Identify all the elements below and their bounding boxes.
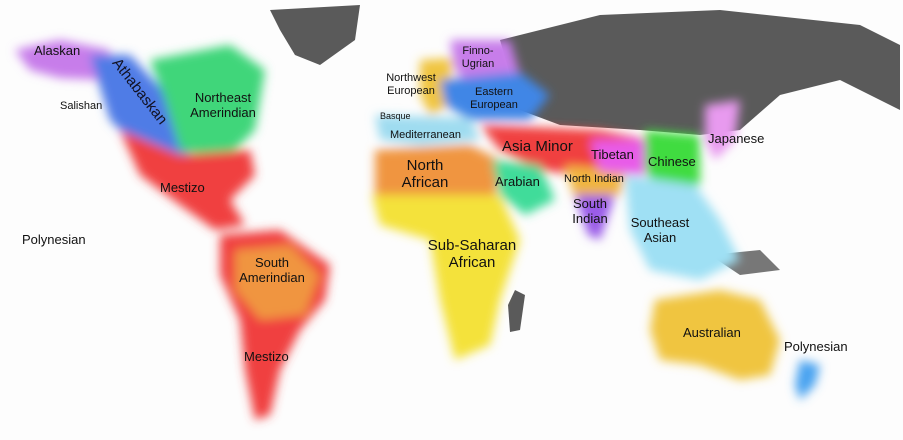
label-tibetan: Tibetan bbox=[591, 147, 634, 162]
greenland bbox=[270, 5, 360, 65]
label-mestizo-north: Mestizo bbox=[160, 180, 205, 195]
label-north-indian: North Indian bbox=[564, 173, 624, 185]
label-australian: Australian bbox=[683, 325, 741, 340]
label-arabian: Arabian bbox=[495, 174, 540, 189]
label-basque: Basque bbox=[380, 111, 411, 121]
label-south-amerindian: South Amerindian bbox=[239, 255, 305, 285]
label-eastern-european: Eastern European bbox=[470, 86, 518, 111]
label-southeast-asian: Southeast Asian bbox=[630, 215, 690, 245]
label-japanese: Japanese bbox=[708, 131, 765, 146]
label-finno-ugrian: Finno-Ugrian bbox=[461, 45, 495, 70]
label-northwest-european: Northwest European bbox=[386, 72, 436, 97]
label-north-african: North African bbox=[401, 157, 449, 192]
label-salishan: Salishan bbox=[60, 100, 103, 112]
madagascar bbox=[508, 290, 525, 332]
label-chinese: Chinese bbox=[648, 154, 696, 169]
label-asia-minor: Asia Minor bbox=[502, 138, 573, 155]
siberia bbox=[500, 10, 900, 135]
label-sub-saharan-african: Sub-Saharan African bbox=[427, 237, 517, 272]
label-south-indian: South Indian bbox=[572, 196, 608, 226]
label-mediterranean: Mediterranean bbox=[390, 129, 461, 141]
label-northeast-amerindian: Northeast Amerindian bbox=[190, 90, 256, 120]
label-alaskan: Alaskan bbox=[34, 43, 81, 58]
label-polynesian-west: Polynesian bbox=[22, 232, 86, 247]
label-mestizo-south: Mestizo bbox=[244, 349, 289, 364]
ancestry-regions bbox=[15, 40, 820, 420]
label-polynesian-east: Polynesian bbox=[784, 339, 848, 354]
